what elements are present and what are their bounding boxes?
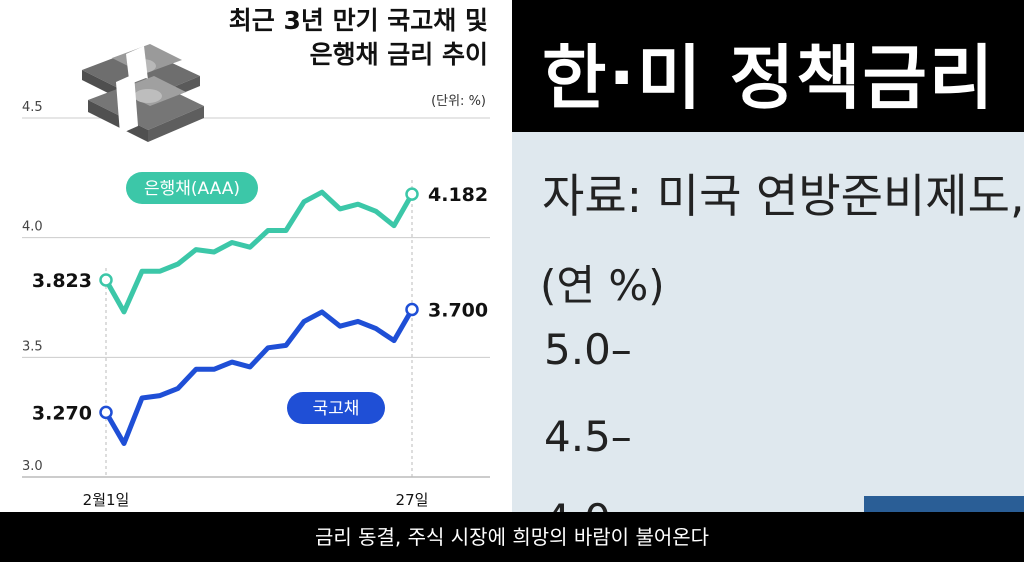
y-tick-label: 4.0 — [22, 220, 43, 235]
series-line — [103, 307, 415, 446]
end-value-label: 4.182 — [428, 184, 488, 206]
start-value-label: 3.823 — [32, 270, 92, 292]
legend-pill — [287, 392, 385, 424]
y-tick-label: 3.0 — [22, 459, 43, 474]
endpoint-marker — [405, 187, 419, 201]
x-tick-label: 2월1일 — [83, 491, 130, 509]
right-y-tick: 4.5– — [544, 412, 632, 461]
right-title-bar: 한·미 정책금리 — [512, 0, 1024, 132]
right-chart-title: 한·미 정책금리 — [542, 37, 996, 119]
chart-unit: (단위: %) — [431, 94, 486, 109]
legend-label: 국고채 — [313, 399, 360, 419]
start-value-label: 3.270 — [32, 402, 92, 424]
y-tick-label: 4.5 — [22, 100, 43, 115]
right-unit-label: (연 %) — [540, 261, 665, 310]
bond-rate-line-chart: 4.5 4.0 3.5 3.0 2월1일 27일 3.823 4.182 은행채(AAA) 3.2… — [22, 44, 490, 509]
y-tick-label: 3.5 — [22, 339, 43, 354]
right-source-note: 자료: 미국 연방준비제도, 한 — [542, 169, 1024, 223]
end-value-label: 3.700 — [428, 299, 488, 321]
right-legend-swatch — [864, 496, 1024, 512]
money-stack-icon — [82, 44, 204, 142]
endpoint-marker — [405, 302, 419, 317]
x-tick-label: 27일 — [396, 491, 429, 509]
endpoint-marker — [99, 405, 113, 420]
legend-label: 은행채(AAA) — [144, 179, 240, 199]
series-line — [103, 189, 415, 315]
caption-bar: 금리 동결, 주식 시장에 희망의 바람이 불어온다 — [0, 512, 1024, 562]
right-chart-panel: 한·미 정책금리 자료: 미국 연방준비제도, 한 (연 %) 5.0– 4.5… — [512, 0, 1024, 512]
right-y-tick: 5.0– — [544, 325, 632, 374]
legend-pill — [126, 172, 258, 204]
right-y-tick: 4.0 — [544, 495, 611, 512]
endpoint-marker — [99, 273, 113, 287]
left-chart-panel: 4.5 4.0 3.5 3.0 2월1일 27일 3.823 4.182 은행채(AAA) 3.2… — [0, 0, 512, 512]
chart-title: 최근 3년 만기 국고채 및 은행채 금리 추이 — [228, 6, 488, 69]
caption-text: 금리 동결, 주식 시장에 희망의 바람이 불어온다 — [314, 525, 710, 549]
